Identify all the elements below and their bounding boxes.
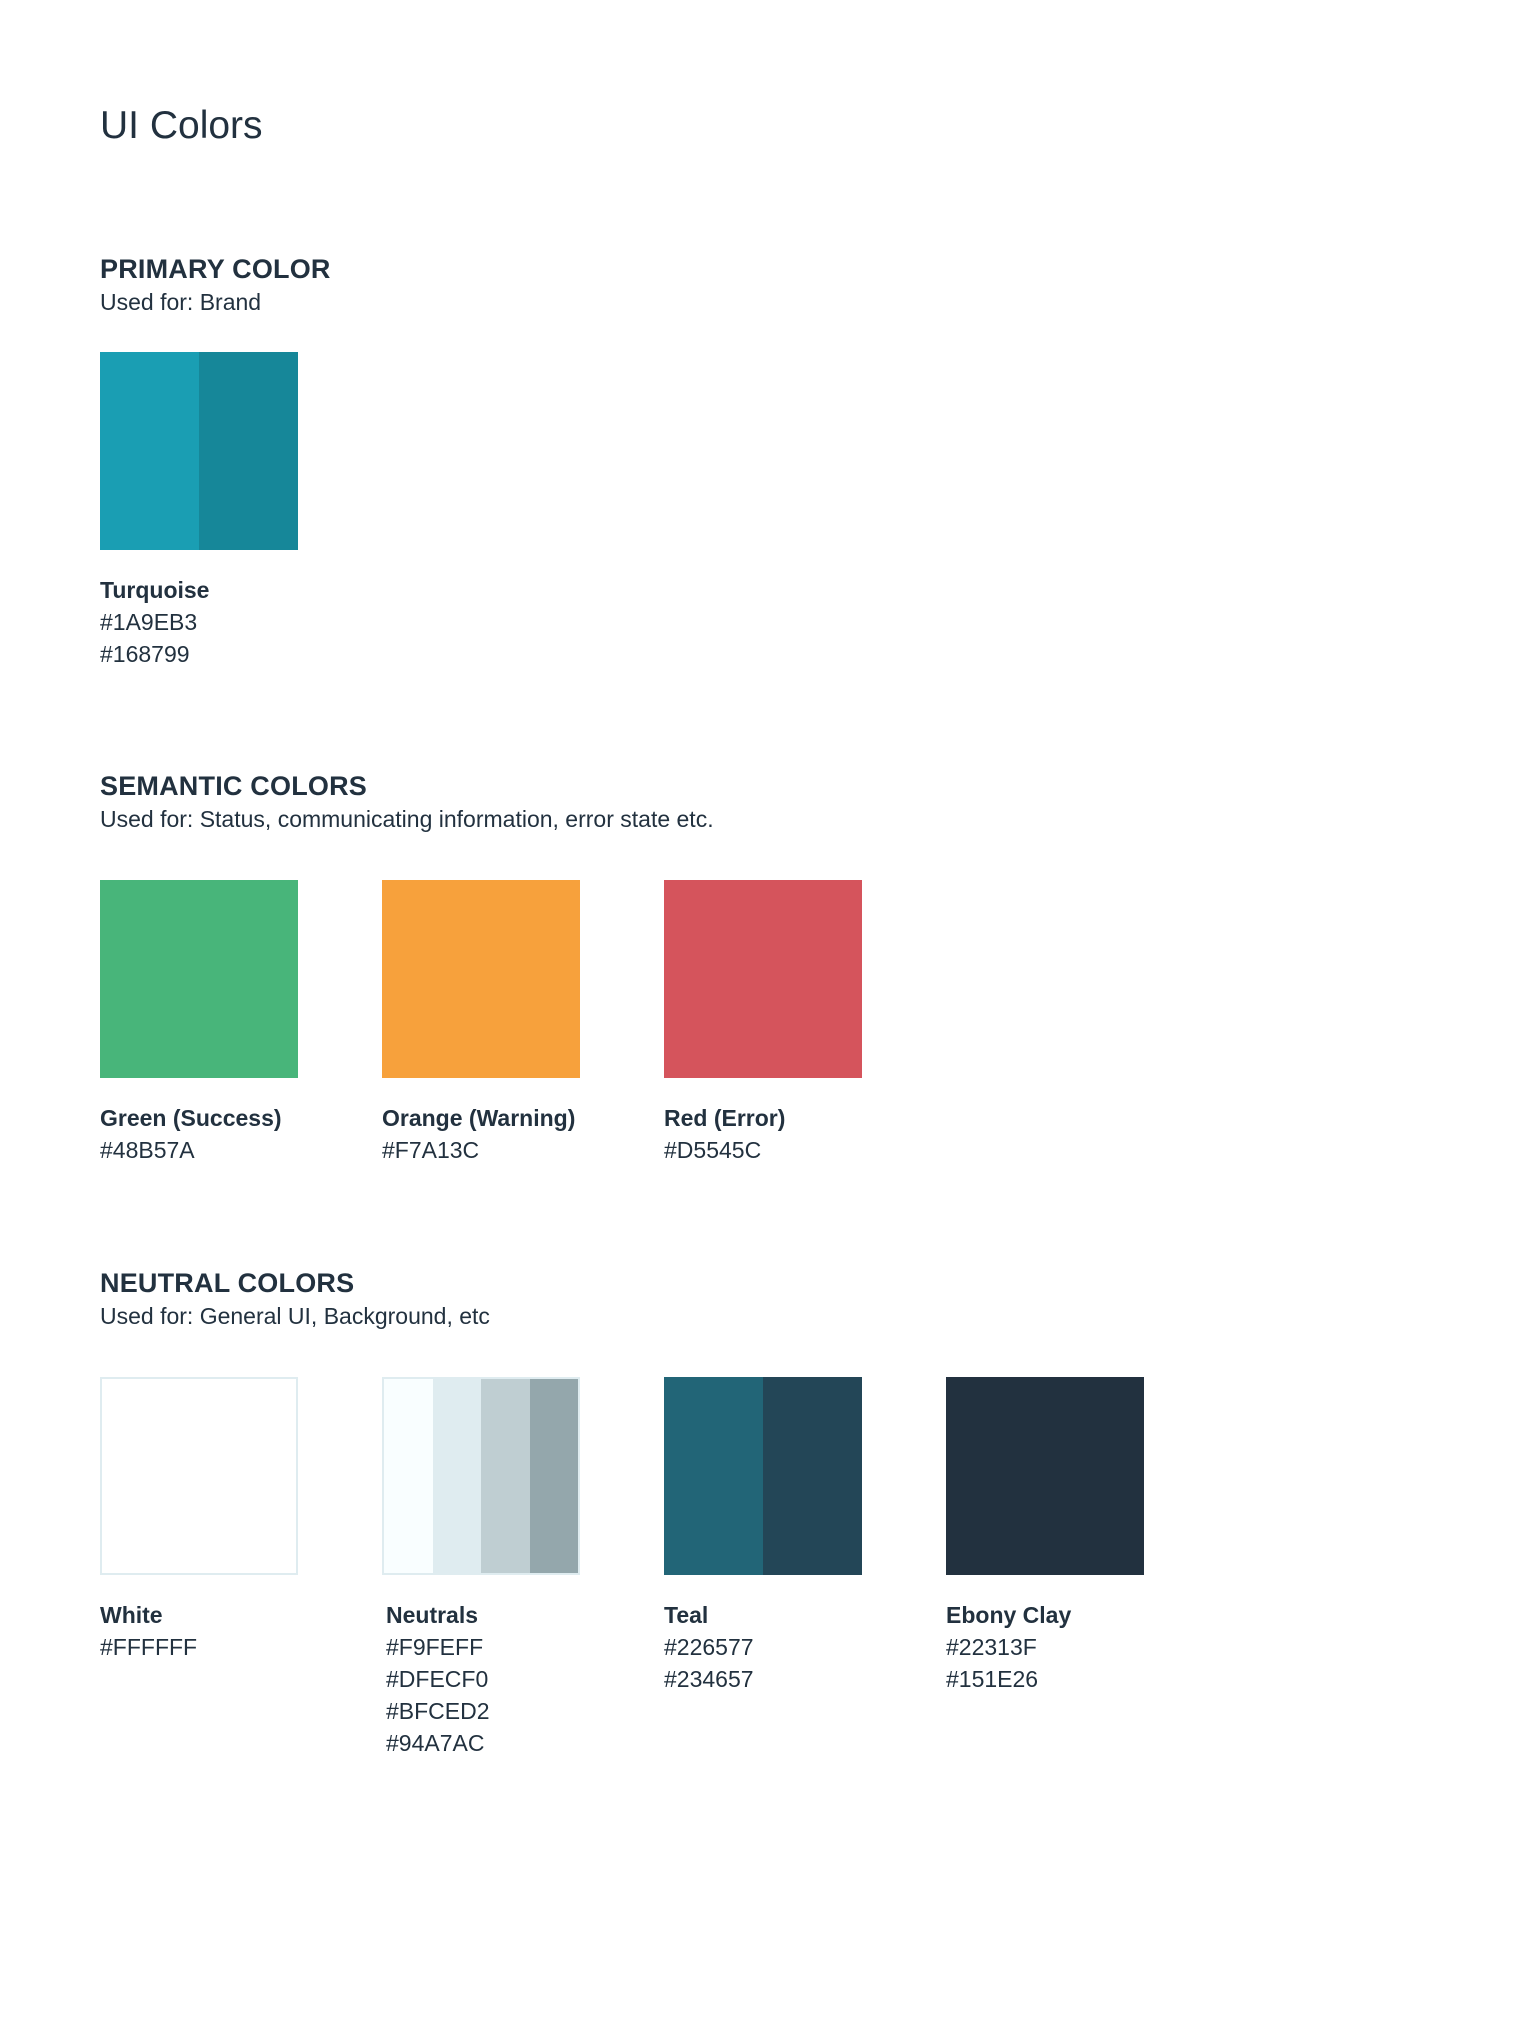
swatch-hex: #D5545C bbox=[664, 1137, 762, 1163]
color-stripe bbox=[432, 1379, 481, 1573]
color-stripe bbox=[529, 1379, 578, 1573]
swatch-card-orange: Orange (Warning) #F7A13C bbox=[382, 880, 632, 1166]
swatch-card-turquoise: Turquoise #1A9EB3 #168799 bbox=[100, 352, 350, 670]
section-title: SEMANTIC COLORS bbox=[100, 771, 368, 801]
swatch-name: Turquoise bbox=[100, 577, 210, 603]
swatch-name: White bbox=[100, 1602, 163, 1628]
swatch-name: Ebony Clay bbox=[946, 1602, 1072, 1628]
swatch-hex: #1A9EB3 bbox=[100, 609, 198, 635]
swatch-card-teal: Teal #226577 #234657 bbox=[664, 1377, 914, 1695]
color-stripe bbox=[102, 1379, 296, 1573]
swatch-hex: #22313F bbox=[946, 1634, 1037, 1660]
primary-color-section: PRIMARY COLOR Used for: Brand Turquoise … bbox=[100, 252, 331, 772]
swatch-hex: #226577 bbox=[664, 1634, 754, 1660]
color-stripe bbox=[481, 1379, 530, 1573]
swatch-hex: #168799 bbox=[100, 641, 190, 667]
swatch-name: Green (Success) bbox=[100, 1105, 282, 1131]
color-stripe bbox=[100, 352, 199, 550]
swatch-hex: #151E26 bbox=[946, 1666, 1039, 1692]
swatch-row: Turquoise #1A9EB3 #168799 bbox=[100, 352, 331, 772]
swatch-hex: #BFCED2 bbox=[386, 1698, 490, 1724]
color-stripe bbox=[763, 1377, 862, 1575]
swatch-hex: #FFFFFF bbox=[100, 1634, 198, 1660]
color-stripe bbox=[382, 880, 580, 1078]
swatch-hex: #94A7AC bbox=[386, 1730, 485, 1756]
section-title: PRIMARY COLOR bbox=[100, 254, 331, 284]
swatch-row: White #FFFFFF Neutrals #F9FEFF #DFECF0 #… bbox=[100, 1377, 1144, 1797]
swatch-hex: #F7A13C bbox=[382, 1137, 480, 1163]
semantic-colors-section: SEMANTIC COLORS Used for: Status, commun… bbox=[100, 769, 862, 1300]
section-description: Used for: Brand bbox=[100, 289, 262, 315]
color-stripe bbox=[946, 1377, 1144, 1575]
color-swatch-white bbox=[100, 1377, 298, 1575]
swatch-hex: #48B57A bbox=[100, 1137, 195, 1163]
swatch-hex: #234657 bbox=[664, 1666, 754, 1692]
swatch-card-red: Red (Error) #D5545C bbox=[664, 880, 914, 1166]
swatch-text-group: Neutrals #F9FEFF #DFECF0 #BFCED2 #94A7AC bbox=[382, 1599, 632, 1759]
color-swatch-neutrals bbox=[382, 1377, 580, 1575]
color-swatch-green bbox=[100, 880, 298, 1078]
swatch-card-white: White #FFFFFF bbox=[100, 1377, 350, 1663]
section-description: Used for: General UI, Background, etc bbox=[100, 1303, 490, 1329]
color-stripe bbox=[664, 880, 862, 1078]
swatch-hex: #DFECF0 bbox=[386, 1666, 489, 1692]
color-swatch-turquoise bbox=[100, 352, 298, 550]
color-swatch-red bbox=[664, 880, 862, 1078]
swatch-card-green: Green (Success) #48B57A bbox=[100, 880, 350, 1166]
color-stripe bbox=[100, 880, 298, 1078]
section-description: Used for: Status, communicating informat… bbox=[100, 806, 714, 832]
color-swatch-orange bbox=[382, 880, 580, 1078]
color-stripe bbox=[199, 352, 298, 550]
color-swatch-ebony-clay bbox=[946, 1377, 1144, 1575]
color-swatch-teal bbox=[664, 1377, 862, 1575]
page-title: UI Colors bbox=[100, 104, 263, 147]
section-title: NEUTRAL COLORS bbox=[100, 1268, 355, 1298]
swatch-card-ebony-clay: Ebony Clay #22313F #151E26 bbox=[946, 1377, 1196, 1695]
color-stripe bbox=[384, 1379, 433, 1573]
swatch-hex: #F9FEFF bbox=[386, 1634, 484, 1660]
color-stripe bbox=[664, 1377, 763, 1575]
swatch-row: Green (Success) #48B57A Orange (Warning)… bbox=[100, 880, 862, 1300]
swatch-name: Red (Error) bbox=[664, 1105, 786, 1131]
swatch-name: Neutrals bbox=[386, 1602, 479, 1628]
swatch-name: Orange (Warning) bbox=[382, 1105, 576, 1131]
swatch-name: Teal bbox=[664, 1602, 709, 1628]
neutral-colors-section: NEUTRAL COLORS Used for: General UI, Bac… bbox=[100, 1266, 1144, 1797]
swatch-card-neutrals: Neutrals #F9FEFF #DFECF0 #BFCED2 #94A7AC bbox=[382, 1377, 632, 1759]
